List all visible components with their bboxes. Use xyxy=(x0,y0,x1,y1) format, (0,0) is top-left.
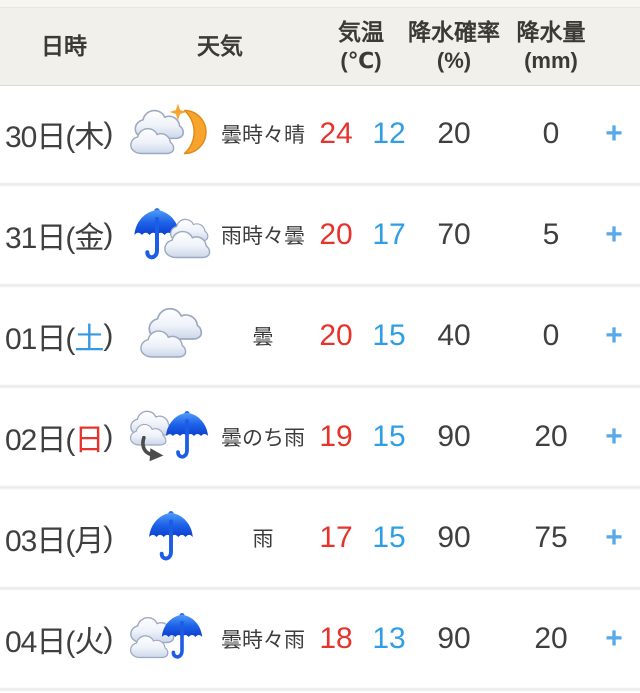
date-paren: ) xyxy=(103,622,113,655)
precip-amount: 0 xyxy=(542,117,560,150)
precip-probability: 20 xyxy=(437,117,471,150)
date-paren: ) xyxy=(103,319,113,352)
forecast-row: 01日(土) 曇 20 15 40 0 + xyxy=(0,288,640,384)
weather-text: 曇時々雨 xyxy=(221,629,305,652)
precip-amount: 20 xyxy=(534,622,568,655)
precip-amount: 0 xyxy=(542,319,560,352)
row-divider xyxy=(0,485,640,490)
header-date: 日時 xyxy=(41,33,87,60)
date-paren: ) xyxy=(103,218,113,251)
top-strip xyxy=(0,0,640,8)
date-weekday: 木 xyxy=(74,121,104,154)
cloud-then-rain-icon xyxy=(128,406,214,468)
temp-low: 13 xyxy=(372,622,406,655)
date-cell: 02日(日) xyxy=(0,415,128,459)
weather-text: 雨時々曇 xyxy=(221,225,305,248)
temp-high: 20 xyxy=(319,319,353,352)
expand-button[interactable]: + xyxy=(605,218,623,251)
umbrella-icon xyxy=(128,507,214,569)
date-cell: 03日(月) xyxy=(0,516,128,560)
temp-high: 20 xyxy=(319,218,353,251)
forecast-row: 03日(月) 雨 17 15 90 75 + xyxy=(0,490,640,586)
header-precip-amount: 降水量 (mm) xyxy=(498,18,604,74)
cloud-rain-icon xyxy=(128,608,214,670)
weather-text: 雨 xyxy=(252,528,274,551)
date-weekday: 土 xyxy=(74,323,104,356)
date-cell: 30日(木) xyxy=(0,112,128,156)
cloudy-night-icon xyxy=(128,103,214,165)
temp-high: 17 xyxy=(319,521,353,554)
precip-amount: 5 xyxy=(542,218,560,251)
header-temperature-label: 気温 xyxy=(338,19,384,46)
temp-low: 15 xyxy=(372,319,406,352)
weather-text: 曇時々晴 xyxy=(221,124,305,147)
date-cell: 01日(土) xyxy=(0,314,128,358)
row-divider xyxy=(0,182,640,187)
precip-probability: 90 xyxy=(437,622,471,655)
weather-text: 曇のち雨 xyxy=(221,427,305,450)
header-precip-probability: 降水確率 (%) xyxy=(408,18,500,74)
expand-button[interactable]: + xyxy=(605,622,623,655)
expand-button[interactable]: + xyxy=(605,521,623,554)
expand-button[interactable]: + xyxy=(605,420,623,453)
temp-high: 18 xyxy=(319,622,353,655)
date-cell: 04日(火) xyxy=(0,617,128,661)
date-day: 30日( xyxy=(5,121,75,154)
date-paren: ) xyxy=(103,521,113,554)
header-temperature: 気温 (℃) xyxy=(312,18,410,74)
forecast-row: 04日(火) 曇時々雨 18 13 90 20 + xyxy=(0,591,640,687)
row-divider xyxy=(0,384,640,389)
date-day: 03日( xyxy=(5,525,75,558)
date-day: 02日( xyxy=(5,424,75,457)
date-day: 31日( xyxy=(5,222,75,255)
header-precip-probability-unit: (%) xyxy=(436,48,472,74)
precip-probability: 40 xyxy=(437,319,471,352)
header-precip-probability-label: 降水確率 xyxy=(408,19,500,46)
date-paren: ) xyxy=(103,420,113,453)
temp-low: 15 xyxy=(372,420,406,453)
date-paren: ) xyxy=(103,117,113,150)
precip-amount: 20 xyxy=(534,420,568,453)
temp-low: 15 xyxy=(372,521,406,554)
cloud-icon xyxy=(128,305,214,367)
row-divider xyxy=(0,283,640,288)
row-divider xyxy=(0,586,640,591)
forecast-row: 30日(木) 曇時々晴 24 12 20 0 + xyxy=(0,86,640,182)
forecast-row: 02日(日) 曇のち雨 19 15 90 20 + xyxy=(0,389,640,485)
date-day: 04日( xyxy=(5,626,75,659)
date-weekday: 月 xyxy=(74,525,104,558)
date-weekday: 日 xyxy=(74,424,104,457)
temp-low: 12 xyxy=(372,117,406,150)
temp-high: 19 xyxy=(319,420,353,453)
precip-amount: 75 xyxy=(534,521,568,554)
header-precip-amount-unit: (mm) xyxy=(524,48,578,74)
precip-probability: 90 xyxy=(437,521,471,554)
weather-text: 曇 xyxy=(252,326,274,349)
table-header: 日時 天気 気温 (℃) 降水確率 (%) 降水量 (mm) xyxy=(0,8,640,86)
header-precip-amount-label: 降水量 xyxy=(516,19,586,46)
date-weekday: 火 xyxy=(74,626,104,659)
temp-high: 24 xyxy=(319,117,353,150)
temp-low: 17 xyxy=(372,218,406,251)
expand-button[interactable]: + xyxy=(605,319,623,352)
header-weather: 天気 xyxy=(197,33,243,60)
forecast-row: 31日(金) 雨時々曇 20 17 70 5 + xyxy=(0,187,640,283)
rain-cloud-icon xyxy=(128,204,214,266)
date-day: 01日( xyxy=(5,323,75,356)
precip-probability: 90 xyxy=(437,420,471,453)
precip-probability: 70 xyxy=(437,218,471,251)
date-cell: 31日(金) xyxy=(0,213,128,257)
date-weekday: 金 xyxy=(74,222,104,255)
expand-button[interactable]: + xyxy=(605,117,623,150)
row-divider xyxy=(0,687,640,692)
header-temperature-unit: (℃) xyxy=(340,48,382,74)
